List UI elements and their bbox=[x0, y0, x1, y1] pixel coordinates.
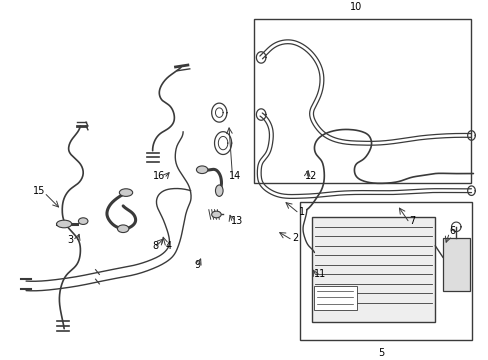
Text: 8: 8 bbox=[152, 241, 159, 251]
Text: 16: 16 bbox=[152, 171, 164, 181]
Text: 3: 3 bbox=[67, 235, 73, 245]
Text: 2: 2 bbox=[292, 233, 298, 243]
Text: 9: 9 bbox=[194, 260, 200, 270]
Text: 4: 4 bbox=[165, 241, 172, 251]
Bar bbox=[314, 286, 357, 310]
Text: 7: 7 bbox=[409, 216, 415, 226]
Text: 12: 12 bbox=[305, 171, 317, 181]
Text: 6: 6 bbox=[448, 226, 455, 236]
Ellipse shape bbox=[215, 185, 223, 197]
Text: 10: 10 bbox=[349, 2, 362, 12]
Text: 1: 1 bbox=[299, 207, 305, 217]
Text: 5: 5 bbox=[377, 348, 384, 358]
Ellipse shape bbox=[196, 166, 207, 174]
Bar bbox=[254, 19, 470, 183]
Ellipse shape bbox=[57, 220, 72, 228]
Ellipse shape bbox=[78, 218, 88, 224]
Text: 14: 14 bbox=[228, 171, 241, 181]
Bar bbox=[442, 238, 468, 291]
Ellipse shape bbox=[211, 211, 221, 218]
Bar bbox=[300, 202, 471, 340]
Text: 13: 13 bbox=[230, 216, 243, 226]
Bar bbox=[311, 217, 434, 322]
Ellipse shape bbox=[119, 189, 132, 197]
Ellipse shape bbox=[117, 225, 129, 233]
Text: 15: 15 bbox=[33, 186, 45, 196]
Text: 11: 11 bbox=[314, 269, 326, 279]
